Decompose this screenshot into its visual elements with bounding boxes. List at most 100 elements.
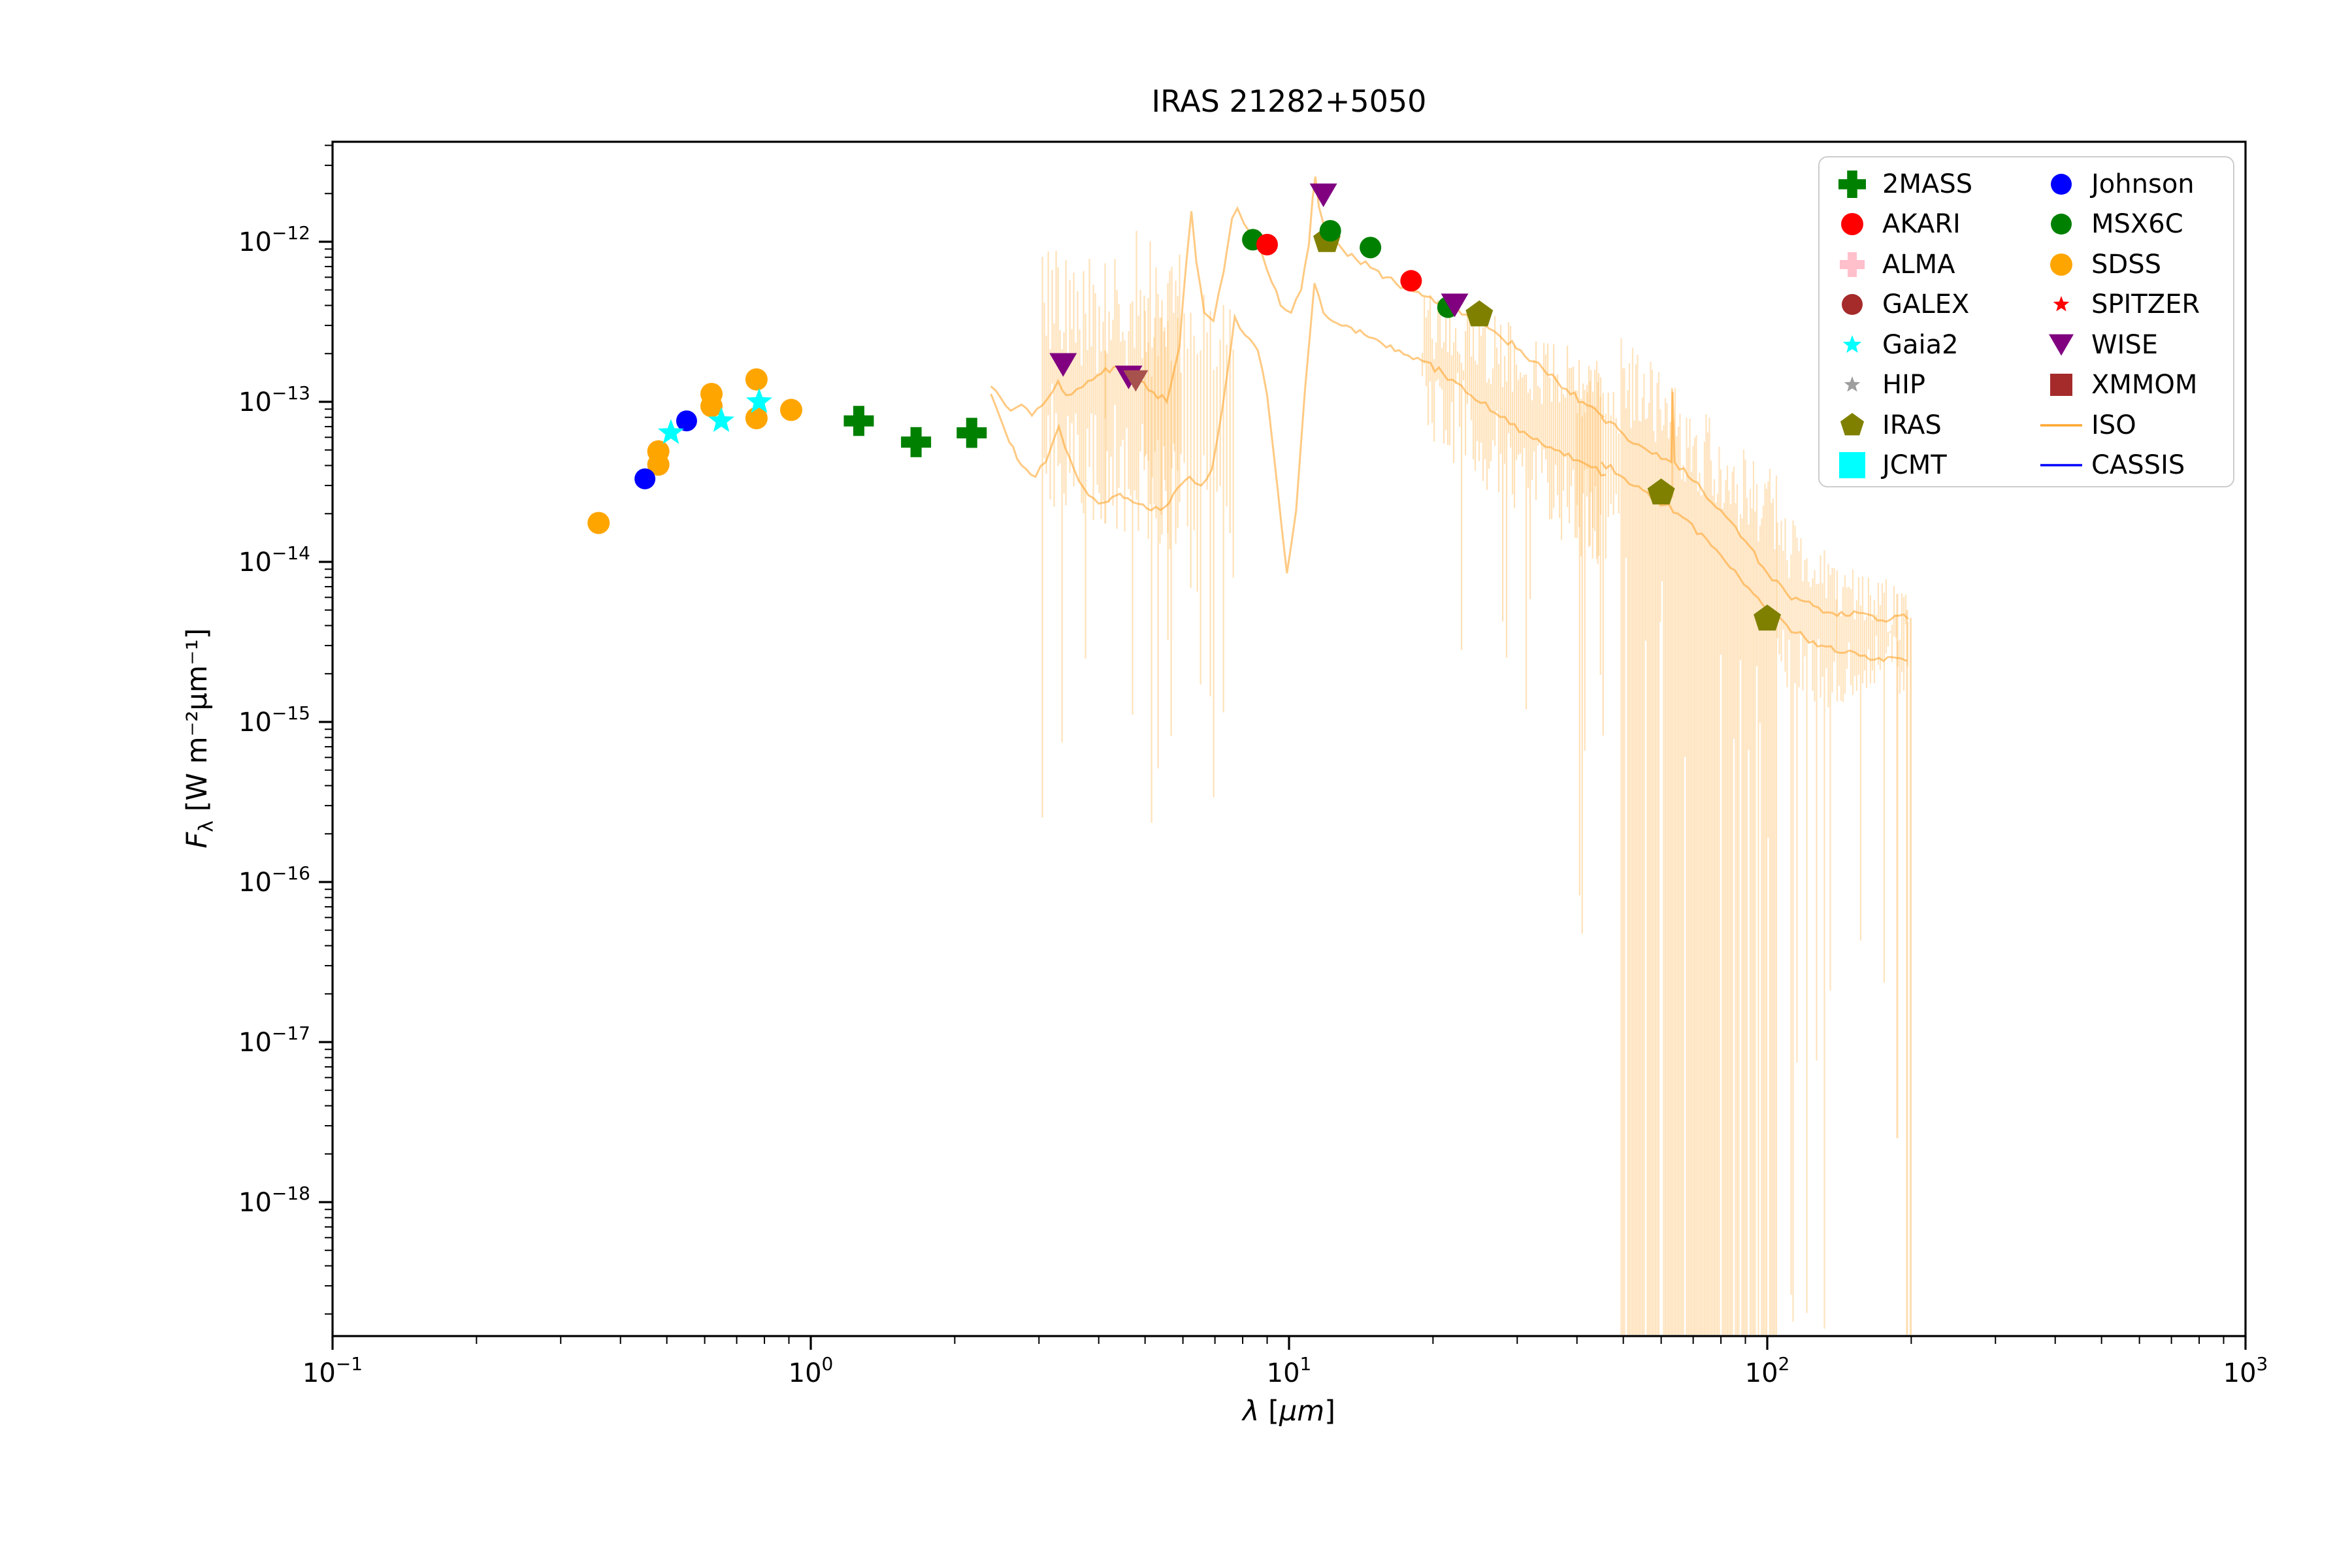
legend-label: SDSS [2091, 249, 2161, 280]
sdss-point [745, 368, 768, 391]
legend-item-xmmom: XMMOM [2035, 365, 2231, 406]
legend-gaia2-icon [1842, 335, 1862, 353]
legend-item-jcmt: JCMT [1826, 446, 2022, 486]
legend-item-akari: AKARI [1826, 204, 2022, 245]
iso-noise [1041, 231, 1912, 1335]
msx6c-point [1360, 237, 1382, 259]
iso-traces [990, 176, 1909, 662]
2mass-points [843, 406, 987, 457]
legend-sdss-icon [2050, 253, 2072, 276]
2mass-point [956, 417, 987, 448]
tick-label: 10−15 [238, 702, 310, 738]
legend-item-iso: ISO [2035, 405, 2231, 446]
akari-point [1400, 270, 1422, 292]
wise-point [1309, 183, 1337, 208]
legend-item-cassis: CASSIS [2035, 446, 2231, 486]
legend-column-2: Johnson MSX6C SDSS SPITZER WISE XMMOM ISO CASSI… [2035, 164, 2231, 485]
legend-alma-icon [1840, 252, 1865, 277]
tick-label: 10−1 [302, 1353, 363, 1388]
legend-item-2mass: 2MASS [1826, 164, 2022, 204]
akari-points [1256, 233, 1422, 292]
tick-label: 101 [1267, 1353, 1312, 1388]
legend-iso-icon [2040, 424, 2082, 427]
iso-lws-upper-trace [1601, 392, 1909, 623]
legend-label: Johnson [2091, 169, 2195, 199]
msx6c-point [1319, 220, 1341, 242]
legend-label: CASSIS [2091, 450, 2185, 481]
wise-point [1441, 293, 1469, 318]
legend-2mass-icon [1838, 170, 1866, 198]
tick-label: 102 [1745, 1353, 1790, 1388]
y-axis-label: Fλ [W m⁻²μm⁻¹] [181, 628, 218, 849]
legend-label: 2MASS [1882, 169, 1973, 199]
akari-point [1256, 233, 1279, 255]
legend-item-sdss: SDSS [2035, 244, 2231, 285]
gaia2-points [657, 388, 772, 444]
legend-item-spitzer: SPITZER [2035, 285, 2231, 325]
legend-item-galex: GALEX [1826, 285, 2022, 325]
legend-spitzer-icon [2053, 296, 2070, 312]
iso-sws-faint-trace [990, 283, 1333, 574]
x-axis-unit: μm [1279, 1395, 1325, 1428]
johnson-points [634, 410, 697, 489]
sdss-point [745, 407, 768, 430]
sdss-point [647, 453, 670, 476]
legend-label: IRAS [1882, 410, 1942, 440]
chart-title: IRAS 21282+5050 [1151, 84, 1427, 119]
legend-galex-icon [1842, 294, 1863, 316]
legend-iras-icon [1840, 412, 1865, 436]
legend-item-alma: ALMA [1826, 244, 2022, 285]
tick-label: 10−13 [238, 382, 310, 417]
gaia2-point [657, 419, 684, 444]
tick-label: 103 [2223, 1353, 2268, 1388]
legend-item-johnson: Johnson [2035, 164, 2231, 204]
legend-xmmom-icon [2050, 374, 2072, 397]
legend-item-gaia2: Gaia2 [1826, 325, 2022, 365]
legend-label: GALEX [1882, 289, 1970, 320]
legend-label: SPITZER [2091, 289, 2200, 320]
tick-label: 10−17 [238, 1022, 310, 1058]
sdss-point [587, 512, 610, 534]
2mass-point [843, 406, 874, 436]
tick-label: 10−18 [238, 1183, 310, 1218]
wise-overlap-point [1123, 370, 1149, 392]
x-axis-lambda: λ [1243, 1395, 1260, 1428]
iras-point [1465, 300, 1494, 327]
2mass-point [901, 427, 932, 457]
tick-label: 100 [789, 1353, 834, 1388]
sdss-point [780, 399, 803, 421]
legend-jcmt-icon [1839, 452, 1865, 479]
legend-label: MSX6C [2091, 209, 2183, 240]
iso-sws-bright-trace [990, 176, 1605, 418]
x-axis-label: λ [μm] [1243, 1395, 1335, 1428]
legend-msx6c-icon [2051, 214, 2072, 235]
legend-label: ISO [2091, 410, 2136, 440]
legend-box: 2MASS AKARI ALMA GALEX Gaia2 HIP IRAS JCMT John… [1818, 156, 2234, 487]
sdss-points [587, 368, 803, 534]
legend-label: AKARI [1882, 209, 1961, 240]
tick-label: 10−14 [238, 542, 310, 578]
tick-label: 10−16 [238, 862, 310, 898]
legend-label: WISE [2091, 329, 2159, 360]
wise-overlap-points [1123, 370, 1149, 392]
legend-hip-icon [1844, 376, 1861, 392]
legend-wise-icon [2049, 334, 2074, 356]
legend-item-iras: IRAS [1826, 405, 2022, 446]
msx6c-points [1242, 220, 1459, 318]
gaia2-point [708, 407, 735, 433]
axes: 10−1 100 101 102 103 10−12 10−13 10−14 10−15 10−1… [238, 140, 2268, 1388]
legend-johnson-icon [2051, 173, 2072, 195]
johnson-point [676, 410, 697, 432]
iras-point [1754, 604, 1781, 631]
gaia2-point [746, 388, 772, 413]
legend-item-msx6c: MSX6C [2035, 204, 2231, 245]
legend-akari-icon [1841, 213, 1863, 236]
wise-point [1049, 353, 1077, 377]
legend-label: XMMOM [2091, 370, 2198, 400]
legend-item-hip: HIP [1826, 365, 2022, 406]
legend-label: Gaia2 [1882, 329, 1959, 360]
sdss-point [700, 395, 723, 417]
legend-label: JCMT [1882, 450, 1947, 481]
